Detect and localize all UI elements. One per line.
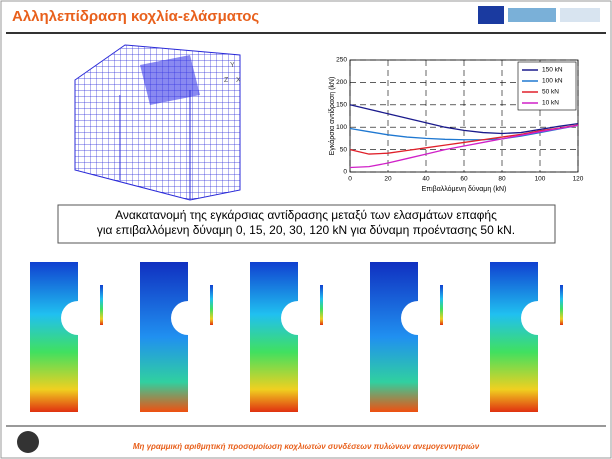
y-tick-label: 0 [343, 169, 347, 176]
x-tick-label: 40 [422, 176, 430, 183]
contour-legend [100, 285, 103, 325]
hole [401, 301, 435, 335]
caption-line: για επιβαλλόμενη δύναμη 0, 15, 20, 30, 1… [97, 223, 515, 237]
footer-text: Μη γραμμική αριθμητική προσομοίωση κοχλι… [133, 442, 480, 451]
contour-legend [210, 285, 213, 325]
hole [61, 301, 95, 335]
y-tick-label: 250 [336, 57, 347, 64]
slide: Αλληλεπίδραση κοχλία-ελάσματος Y Z X 0 50… [0, 0, 612, 459]
x-tick-label: 100 [535, 176, 546, 183]
x-axis-label: Επιβαλλόμενη δύναμη (kN) [422, 185, 507, 193]
footer-logo [17, 431, 39, 453]
axis-letter: Z [224, 77, 229, 84]
y-axis-label: Εγκάρσια αντίδραση (kN) [328, 77, 336, 156]
legend-label: 150 kN [542, 67, 563, 74]
hole [521, 301, 555, 335]
title: Αλληλεπίδραση κοχλία-ελάσματος [12, 8, 259, 25]
contour-panel [370, 262, 418, 412]
mesh-model [75, 45, 240, 200]
x-tick-label: 20 [384, 176, 392, 183]
axis-letter: X [236, 77, 241, 84]
legend-label: 50 kN [542, 89, 559, 96]
legend-label: 10 kN [542, 100, 559, 107]
contour-panel [140, 262, 188, 412]
axis-letter: Y [230, 62, 235, 69]
legend-label: 100 kN [542, 78, 563, 85]
contour-plots [30, 262, 563, 412]
y-tick-label: 100 [336, 124, 347, 131]
contour-legend [560, 285, 563, 325]
hole [281, 301, 315, 335]
x-tick-label: 80 [498, 176, 506, 183]
y-tick-label: 200 [336, 79, 347, 86]
contour-panel [250, 262, 298, 412]
chart: 0 50 100 150 200 250 0 20 40 60 80 100 120 Επιβαλλόμε… [328, 57, 584, 193]
contour-legend [320, 285, 323, 325]
caption-line: Ανακατανομή της εγκάρσιας αντίδρασης μετ… [115, 208, 497, 222]
y-tick-label: 50 [340, 146, 348, 153]
hole [171, 301, 205, 335]
contour-legend [440, 285, 443, 325]
contour-panel [490, 262, 538, 412]
logos [478, 6, 600, 24]
y-tick-label: 150 [336, 102, 347, 109]
x-tick-label: 60 [460, 176, 468, 183]
x-tick-label: 120 [573, 176, 584, 183]
x-tick-label: 0 [348, 176, 352, 183]
contour-panel [30, 262, 78, 412]
